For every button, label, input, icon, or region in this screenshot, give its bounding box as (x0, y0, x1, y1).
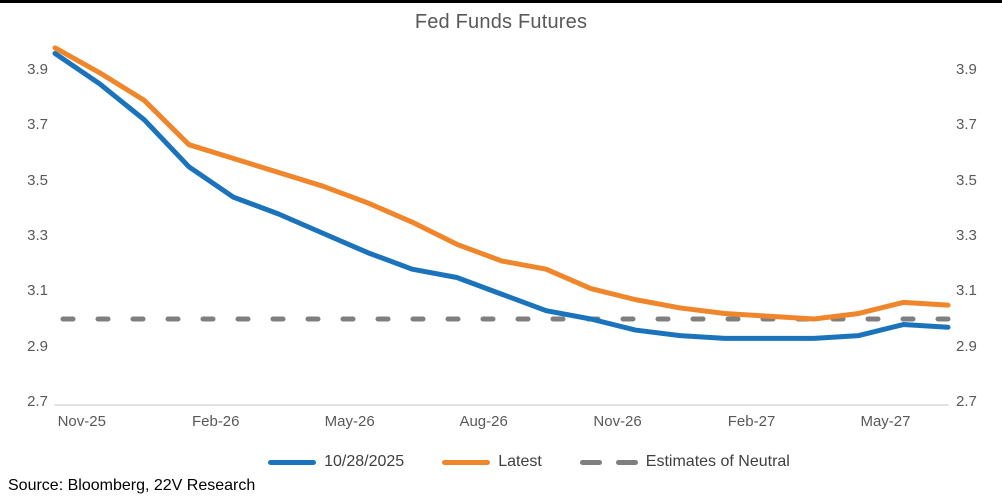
x-tick-label: May-26 (324, 413, 375, 430)
y-tick-label-right: 3.1 (956, 282, 977, 300)
y-tick-label-right: 3.7 (956, 116, 977, 134)
x-tick-label: Feb-26 (191, 413, 240, 430)
y-tick-label-right: 3.3 (956, 226, 977, 244)
gray-dashed-line-swatch-icon (579, 459, 638, 465)
y-tick-label-left: 2.9 (27, 337, 48, 355)
x-tick-label: Aug-26 (459, 413, 508, 430)
orange-line-swatch-icon (442, 459, 491, 465)
series-line-1 (52, 45, 951, 322)
y-tick-label-left: 3.5 (27, 171, 48, 189)
x-tick-label: Nov-26 (593, 413, 642, 430)
y-tick-label-right: 3.9 (956, 60, 977, 78)
top-border-rule (0, 0, 1002, 3)
legend-item-10-28-2025: 10/28/2025 (268, 453, 404, 471)
legend-label: Latest (498, 453, 542, 470)
y-tick-label-left: 2.7 (27, 393, 48, 410)
x-tick-label: May-27 (860, 413, 911, 430)
y-tick-label-right: 3.5 (956, 171, 977, 189)
legend-item-latest: Latest (442, 453, 542, 471)
x-tick-label: Feb-27 (727, 413, 776, 430)
y-tick-label-left: 3.1 (27, 282, 48, 300)
chart-legend: 10/28/2025 Latest Estimates of Neutral (28, 453, 1002, 471)
legend-label: Estimates of Neutral (645, 453, 790, 470)
legend-label: 10/28/2025 (324, 453, 405, 470)
legend-item-estimates-of-neutral: Estimates of Neutral (579, 453, 790, 471)
chart-title: Fed Funds Futures (414, 11, 588, 33)
x-tick-label: Nov-25 (57, 413, 106, 430)
series-line-0 (52, 50, 951, 341)
y-tick-label-right: 2.9 (956, 337, 977, 355)
blue-line-swatch-icon (268, 459, 317, 465)
y-tick-label-right: 2.7 (956, 393, 977, 410)
y-tick-label-left: 3.3 (27, 226, 48, 244)
y-tick-label-left: 3.9 (27, 60, 48, 78)
y-tick-label-left: 3.7 (27, 116, 48, 134)
source-attribution: Source: Bloomberg, 22V Research (8, 477, 256, 494)
